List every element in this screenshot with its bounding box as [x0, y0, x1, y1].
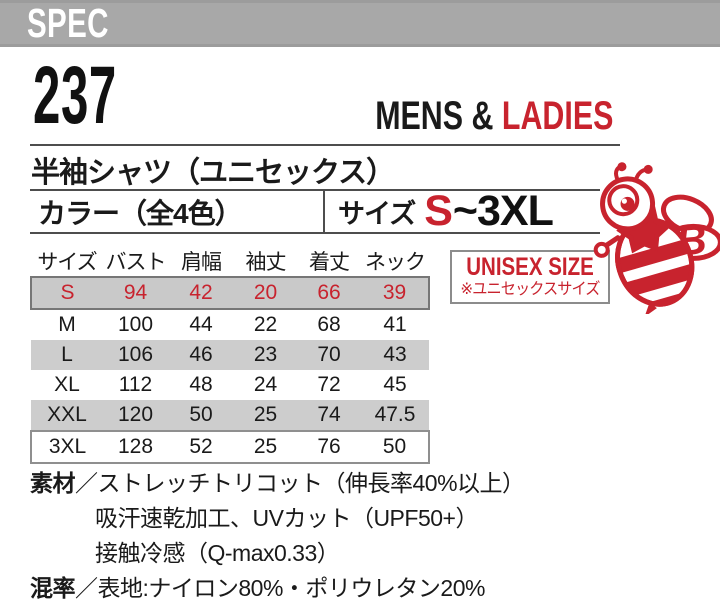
size-table: サイズ バスト 肩幅 袖丈 着丈 ネック S 94 42 20 66 39 M … — [30, 246, 430, 464]
color-label: カラー（全4色） — [38, 197, 243, 229]
cell: 44 — [189, 313, 213, 336]
bee-mascot-icon: B — [593, 162, 720, 314]
cell: 20 — [253, 281, 278, 304]
cell: 24 — [253, 373, 278, 396]
cell: 100 — [117, 313, 154, 336]
cell: 46 — [189, 343, 213, 366]
cell: 41 — [383, 313, 407, 336]
cell: 106 — [117, 343, 154, 366]
size-range: サイズ S ~3XL — [323, 187, 600, 235]
gender-label: MENS & LADIES — [375, 96, 613, 136]
cell: 52 — [189, 435, 213, 458]
mixture-text: 表地:ナイロン80%・ポリウレタン20% — [97, 575, 486, 601]
mixture-separator: ／ — [75, 575, 98, 601]
cell: 22 — [253, 313, 278, 336]
divider-rule — [30, 144, 620, 146]
size-range-end: ~3XL — [452, 187, 554, 235]
cell: S — [60, 281, 75, 304]
gender-mens: MENS & — [374, 94, 502, 138]
mixture-label: 混率 — [30, 575, 76, 601]
cell: XXL — [47, 403, 87, 426]
table-row-l: L 106 46 23 70 43 — [31, 340, 429, 370]
cell: 39 — [382, 281, 407, 304]
cell: 94 — [123, 281, 148, 304]
cell: 43 — [383, 343, 407, 366]
cell: 25 — [253, 435, 278, 458]
mixture-line: 混率／表地:ナイロン80%・ポリウレタン20% — [30, 571, 525, 606]
size-range-label: サイズ — [338, 199, 416, 229]
cell: 23 — [253, 343, 278, 366]
cell: 68 — [317, 313, 341, 336]
cell: 3XL — [48, 435, 87, 458]
header-sleeve: 袖丈 — [245, 251, 287, 274]
gender-ladies: LADIES — [501, 94, 613, 138]
product-name: 半袖シャツ（ユニセックス） — [31, 157, 395, 189]
material-separator: ／ — [75, 470, 98, 496]
header-bust: バスト — [105, 251, 167, 274]
material-line: 素材／ストレッチトリコット（伸長率40%以上） — [30, 466, 525, 501]
material-text-1: ストレッチトリコット（伸長率40%以上） — [97, 470, 526, 496]
header-length: 着丈 — [309, 251, 350, 274]
cell: 66 — [317, 281, 341, 304]
header-neck: ネック — [365, 251, 426, 274]
unisex-size-title: UNISEX SIZE — [466, 253, 594, 281]
cell: 47.5 — [374, 403, 416, 426]
cell: XL — [54, 373, 80, 396]
size-range-start: S — [424, 187, 453, 235]
cell: 48 — [189, 373, 213, 396]
table-row-m: M 100 44 22 68 41 — [31, 309, 429, 340]
cell: 76 — [317, 435, 341, 458]
cell: 74 — [317, 403, 341, 426]
table-row-3xl: 3XL 128 52 25 76 50 — [31, 431, 429, 463]
cell: L — [61, 343, 73, 366]
material-label: 素材 — [30, 470, 76, 496]
cell: 72 — [317, 373, 341, 396]
unisex-size-note: ※ユニセックスサイズ — [460, 281, 600, 299]
cell: 25 — [253, 403, 278, 426]
cell: 45 — [383, 373, 407, 396]
cell: 50 — [382, 435, 407, 458]
spec-header-bar: SPEC — [0, 0, 720, 47]
material-text-3: 接触冷感（Q-max0.33） — [95, 540, 340, 566]
table-row-xl: XL 112 48 24 72 45 — [31, 370, 429, 400]
cell: 70 — [317, 343, 341, 366]
material-text-2: 吸汗速乾加工、UVカット（UPF50+） — [95, 505, 478, 531]
product-code: 237 — [33, 50, 117, 141]
table-row-s: S 94 42 20 66 39 — [31, 277, 429, 309]
header-size: サイズ — [37, 251, 97, 274]
cell: 42 — [189, 281, 213, 304]
cell: 50 — [189, 403, 213, 426]
spec-title: SPEC — [27, 0, 109, 46]
unisex-size-badge: UNISEX SIZE ※ユニセックスサイズ — [450, 250, 610, 304]
cell: M — [58, 313, 76, 336]
details-block: 素材／ストレッチトリコット（伸長率40%以上） 吸汗速乾加工、UVカット（UPF… — [30, 466, 525, 606]
table-row-xxl: XXL 120 50 25 74 47.5 — [31, 400, 429, 431]
size-table-header-row: サイズ バスト 肩幅 袖丈 着丈 ネック — [31, 246, 429, 277]
header-shoulder: 肩幅 — [181, 251, 222, 274]
cell: 112 — [118, 373, 153, 396]
cell: 128 — [117, 435, 154, 458]
color-size-row: カラー（全4色） サイズ S ~3XL — [30, 189, 600, 234]
cell: 120 — [117, 403, 154, 426]
